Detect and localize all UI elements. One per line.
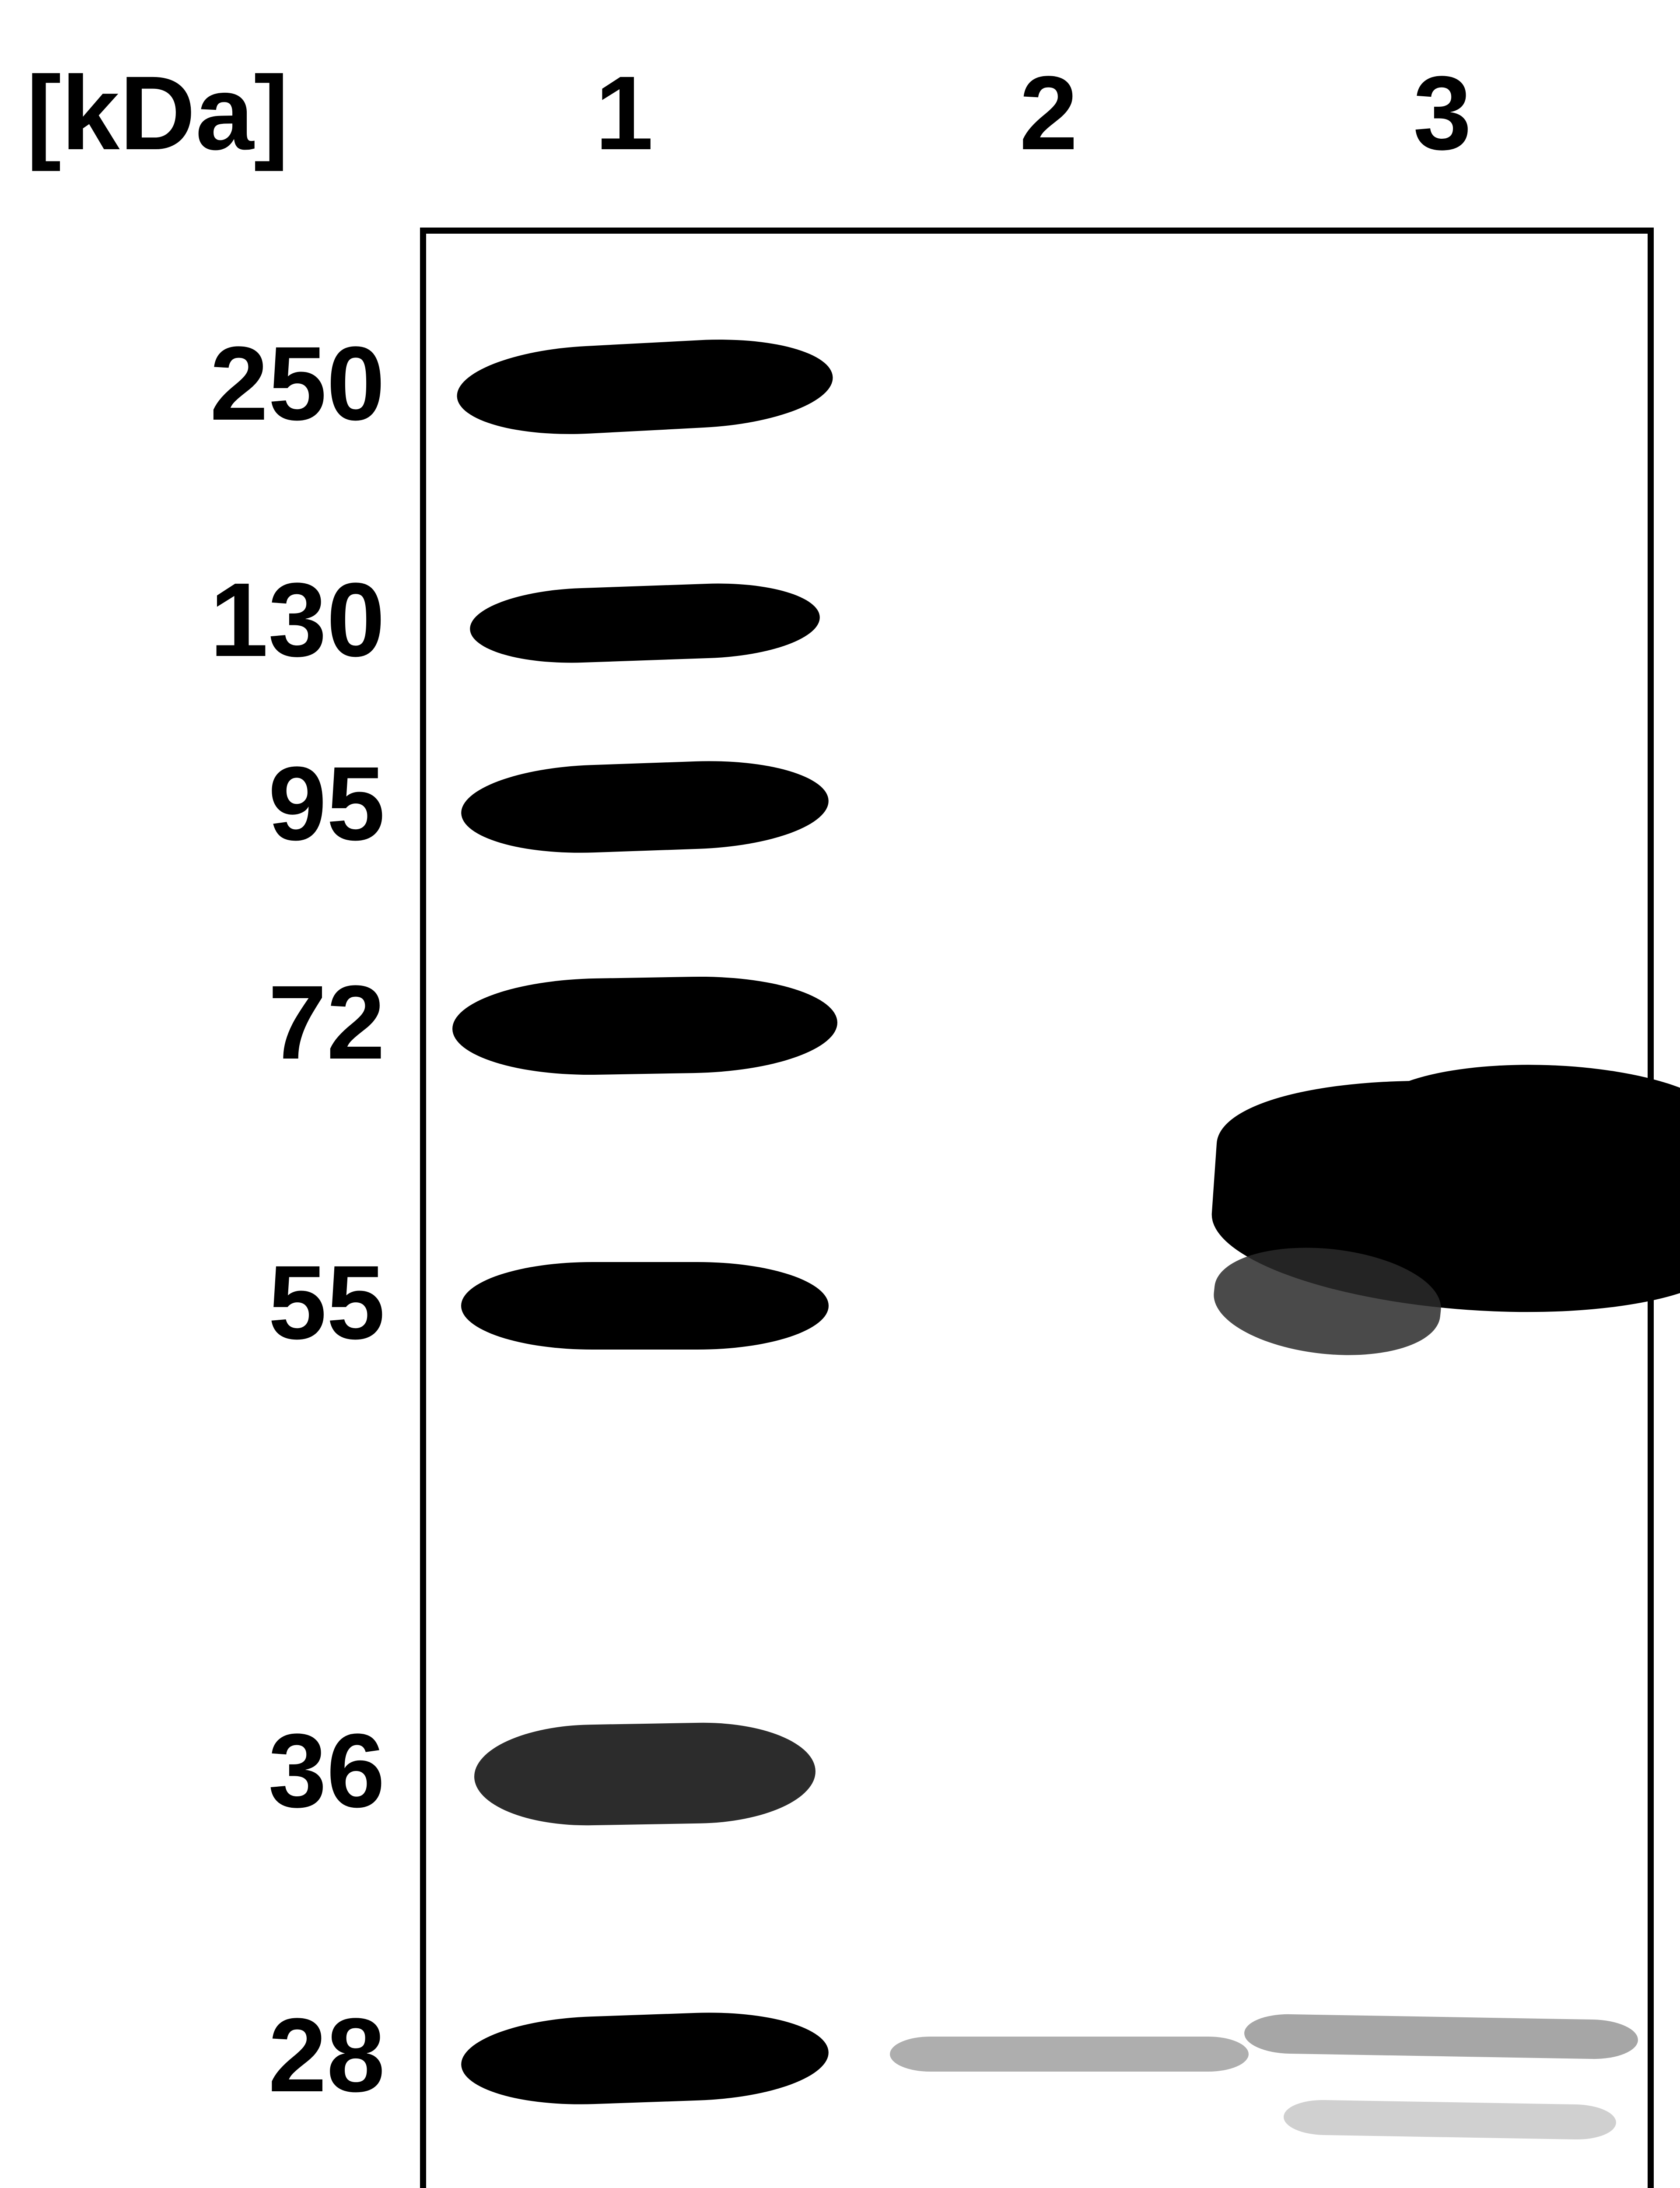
mw-label-28: 28 bbox=[0, 1995, 385, 2115]
mw-label-250: 250 bbox=[0, 323, 385, 444]
ladder-band-28 bbox=[460, 2008, 830, 2108]
sample-band-lane2-28 bbox=[890, 2037, 1249, 2072]
ladder-band-130 bbox=[469, 580, 821, 666]
mw-label-36: 36 bbox=[0, 1710, 385, 1831]
mw-label-72: 72 bbox=[0, 962, 385, 1083]
blot-frame bbox=[420, 228, 1654, 2188]
ladder-band-95 bbox=[460, 757, 830, 857]
mw-label-55: 55 bbox=[0, 1242, 385, 1363]
ladder-band-36 bbox=[473, 1721, 816, 1827]
kda-units-label: [kDa] bbox=[26, 53, 289, 173]
mw-label-95: 95 bbox=[0, 743, 385, 864]
ladder-band-72 bbox=[452, 974, 838, 1077]
lane-header-1: 1 bbox=[595, 53, 653, 173]
ladder-band-55 bbox=[461, 1262, 829, 1350]
ladder-band-250 bbox=[455, 333, 835, 441]
western-blot-figure: [kDa] 123 25013095725536281710 bbox=[0, 0, 1680, 2188]
mw-label-130: 130 bbox=[0, 559, 385, 680]
lane-header-3: 3 bbox=[1413, 53, 1471, 173]
sample-band-lane3-26 bbox=[1283, 2099, 1616, 2140]
sample-band-lane3-28 bbox=[1244, 2013, 1638, 2060]
lane-header-2: 2 bbox=[1019, 53, 1078, 173]
